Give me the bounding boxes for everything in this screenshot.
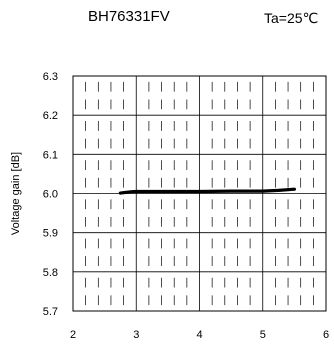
x-tick-label: 2 [70,329,76,341]
x-tick-label: 6 [323,329,329,341]
major-gridlines [73,76,326,311]
y-tick-label: 6.3 [43,71,58,83]
x-tick-label: 5 [260,329,266,341]
y-tick-label: 6.2 [43,110,58,122]
series-layer [118,187,296,195]
y-axis-label: Voltage gain [dB] [10,152,22,235]
x-tick-label: 4 [196,329,202,341]
series-line-1 [118,187,296,195]
chart-title: BH76331FV [88,8,170,25]
x-tick-labels: 2 3 4 5 6 [70,329,329,341]
y-tick-label: 6.1 [43,149,58,161]
minor-gridlines [85,81,314,306]
x-tick-label: 3 [133,329,139,341]
y-tick-label: 6.0 [43,189,58,201]
y-tick-label: 5.8 [43,267,58,279]
y-tick-label: 5.7 [43,306,58,318]
y-tick-label: 5.9 [43,228,58,240]
y-tick-labels: 5.7 5.8 5.9 6.0 6.1 6.2 6.3 [43,71,58,318]
temperature-condition: Ta=25℃ [264,10,319,26]
plot-frame [72,75,327,312]
